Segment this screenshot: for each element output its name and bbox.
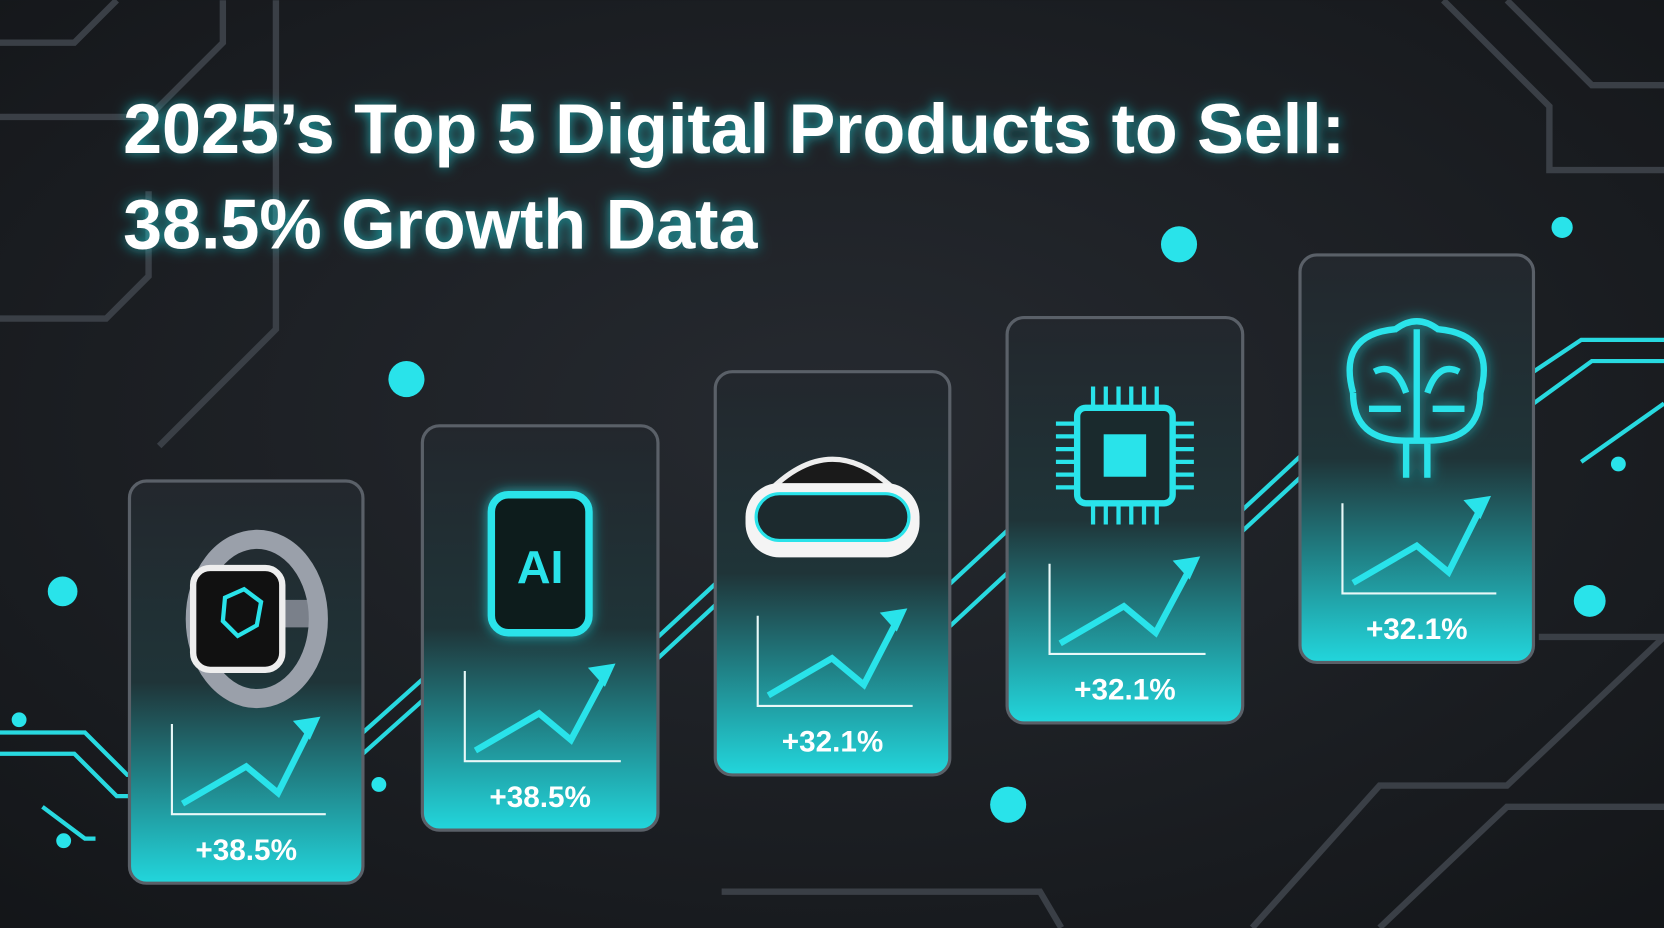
product-card: AI +38.5% xyxy=(420,424,660,832)
arrow-head xyxy=(879,608,908,632)
card-bg xyxy=(1005,315,1245,725)
brain xyxy=(1346,318,1487,478)
growth-label: +32.1% xyxy=(1366,613,1468,646)
cards: +38.5% AI +38.5% +32.1% +32.1% +32.1% xyxy=(127,253,1536,885)
product-card: +32.1% xyxy=(713,370,952,777)
growth-label: +38.5% xyxy=(489,781,591,814)
card-bg xyxy=(1298,253,1536,665)
mini-axis xyxy=(1341,503,1497,595)
ai-label: AI xyxy=(517,541,564,593)
product-card: +32.1% xyxy=(1005,315,1245,725)
vr-visor xyxy=(754,492,911,542)
mini-axis xyxy=(1048,563,1206,656)
trend-arrow xyxy=(766,619,900,699)
title-line1: 2025’s Top 5 Digital Products to Sell: xyxy=(123,90,1345,168)
arrow-head xyxy=(1463,495,1492,520)
ai-device xyxy=(487,491,593,637)
trend-arrow xyxy=(1351,507,1484,586)
watch-face xyxy=(220,586,264,639)
product-card: +38.5% xyxy=(127,479,365,885)
mini-axis xyxy=(463,670,621,763)
trend-arrow xyxy=(473,674,608,754)
glow-dots xyxy=(11,216,1626,849)
watch-body xyxy=(189,564,286,674)
trend-arrow xyxy=(1058,567,1193,647)
growth-label: +32.1% xyxy=(782,726,884,759)
arrow-head xyxy=(1172,556,1201,580)
mini-axis xyxy=(756,615,913,708)
card-bg xyxy=(713,370,952,777)
arrow-head xyxy=(587,663,616,687)
growth-label: +38.5% xyxy=(195,834,297,867)
growth-label: +32.1% xyxy=(1074,674,1176,707)
title-line2: 38.5% Growth Data xyxy=(123,186,758,264)
product-card: +32.1% xyxy=(1298,253,1536,665)
mini-axis xyxy=(170,724,326,816)
chip-core xyxy=(1103,434,1147,477)
arrow-head xyxy=(292,716,321,740)
trend-arrow xyxy=(180,727,313,807)
